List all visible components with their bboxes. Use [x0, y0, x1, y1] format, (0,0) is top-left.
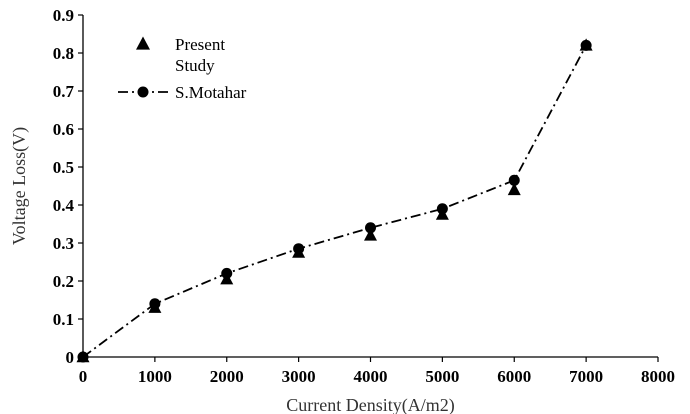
x-tick-label: 4000 [354, 367, 388, 386]
series-line-motahar [82, 44, 587, 358]
legend-label-motahar: S.Motahar [175, 83, 247, 102]
legend-marker-present-study [136, 36, 150, 50]
data-point-present-study [507, 182, 521, 196]
data-point-motahar [508, 174, 520, 186]
y-tick-label: 0 [66, 348, 75, 367]
x-tick-label: 5000 [425, 367, 459, 386]
y-tick-label: 0.2 [53, 272, 74, 291]
series-layer [76, 38, 593, 363]
x-tick-label: 8000 [641, 367, 675, 386]
x-tick-label: 6000 [497, 367, 531, 386]
y-tick-label: 0.4 [53, 196, 75, 215]
data-point-present-study [220, 272, 234, 285]
x-tick-label: 3000 [282, 367, 316, 386]
y-tick-label: 0.3 [53, 234, 74, 253]
y-tick-label: 0.7 [53, 82, 75, 101]
data-point-present-study [435, 207, 449, 220]
x-axis-label: Current Density(A/m2) [286, 395, 454, 414]
y-tick-label: 0.8 [53, 44, 74, 63]
legend-label-present-study: Present [175, 35, 225, 54]
data-point-motahar [365, 222, 376, 234]
axes: 0 1000 2000 3000 4000 5000 6000 7000 8000 0 0.1 0.2… [53, 6, 675, 386]
x-tick-label: 0 [79, 367, 88, 386]
y-axis-label: Voltage Loss(V) [9, 127, 30, 245]
data-point-present-study [148, 300, 162, 313]
legend-marker-motahar [137, 86, 149, 98]
y-tick-label: 0.6 [53, 120, 74, 139]
legend: Present Study S.Motahar [118, 35, 247, 102]
data-point-present-study [579, 38, 593, 51]
y-tick-label: 0.1 [53, 310, 74, 329]
y-tick-label: 0.5 [53, 158, 74, 177]
data-point-present-study [76, 349, 90, 363]
x-tick-label: 1000 [138, 367, 172, 386]
data-point-present-study [292, 245, 306, 258]
data-point-present-study [364, 228, 377, 241]
legend-label-present-study: Study [175, 56, 215, 75]
y-tick-label: 0.9 [53, 6, 74, 25]
x-tick-label: 7000 [569, 367, 603, 386]
x-tick-label: 2000 [210, 367, 244, 386]
